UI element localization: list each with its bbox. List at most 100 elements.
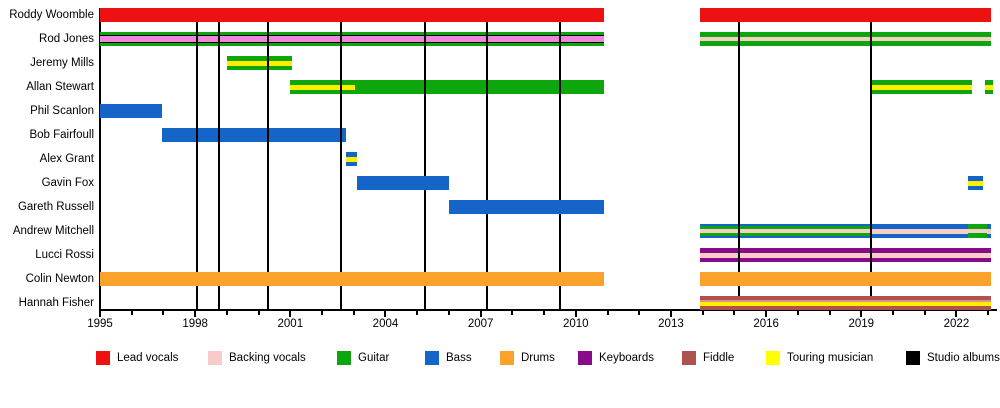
legend-swatch-backing [208,351,222,365]
legend-label: Touring musician [787,352,874,364]
role-stripe-green [699,41,992,46]
x-axis-minor-tick [225,311,228,315]
legend-swatch-blue [425,351,439,365]
role-stripe-green [226,56,292,61]
legend-swatch-orange [500,351,514,365]
x-axis-major-tick [194,311,197,317]
legend-label: Keyboards [599,352,654,364]
member-period-bar [345,152,357,166]
legend-swatch-fiddle [682,351,696,365]
x-axis-minor-tick [352,311,355,315]
x-axis-minor-tick [606,311,609,315]
x-axis-minor-tick [321,311,324,315]
member-label: Gavin Fox [41,177,94,189]
x-axis-minor-tick [543,311,546,315]
studio-album-line [738,8,741,309]
x-axis-minor-tick [796,311,799,315]
role-stripe-blue [161,128,346,142]
member-label: Roddy Woomble [9,9,94,21]
member-label: Phil Scanlon [30,105,94,117]
role-stripe-green [699,233,871,236]
x-axis-minor-tick [923,311,926,315]
member-period-bar [984,80,993,94]
x-axis-major-tick [669,311,672,317]
studio-album-line [558,8,561,309]
role-stripe-orange [699,272,992,286]
member-period-bar [100,8,605,22]
role-stripe-green [870,89,973,94]
member-period-bar [699,224,871,238]
x-axis-year-label: 2010 [563,318,589,330]
y-axis-line [99,8,101,311]
legend-swatch-purple [578,351,592,365]
x-axis-major-tick [384,311,387,317]
legend-label: Studio albums [927,352,1000,364]
role-stripe-pink_pale [699,252,992,258]
role-stripe-black [100,35,605,37]
member-period-bar [100,32,605,46]
role-stripe-green [355,80,605,94]
x-axis-minor-tick [162,311,165,315]
role-stripe-blue [100,104,162,118]
legend-label: Lead vocals [117,352,179,364]
x-axis-minor-tick [701,311,704,315]
role-stripe-orange [100,272,605,286]
x-axis-year-label: 2019 [848,318,875,330]
member-period-bar [290,80,356,94]
x-axis-major-tick [574,311,577,317]
x-axis-year-label: 2022 [943,318,970,330]
x-axis-line [99,309,997,311]
role-stripe-green [967,233,987,238]
role-stripe-green [100,42,605,46]
x-axis-major-tick [289,311,292,317]
member-period-bar [356,176,449,190]
legend-swatch-black [906,351,920,365]
member-period-bar [699,272,992,286]
member-label: Allan Stewart [26,81,94,93]
role-stripe-blue [448,200,605,214]
role-stripe-blue [967,176,984,181]
member-label: Hannah Fisher [18,297,94,309]
member-period-bar [699,296,992,310]
member-label: Bob Fairfoull [29,129,94,141]
x-axis-year-label: 2001 [277,318,304,330]
role-stripe-green [290,89,356,94]
role-stripe-yellow [290,84,356,90]
x-axis-minor-tick [733,311,736,315]
role-stripe-yellow [870,84,973,90]
role-stripe-green [984,80,993,85]
role-stripe-pink_pale [986,228,992,234]
role-stripe-yellow [984,84,993,90]
role-stripe-purple [699,248,992,253]
role-stripe-blue [356,176,449,190]
x-axis-year-label: 1998 [182,318,208,330]
member-label: Lucci Rossi [35,249,94,261]
role-stripe-blue [986,233,992,238]
role-stripe-blue [986,224,992,229]
legend-swatch-green [337,351,351,365]
role-stripe-green [699,32,992,37]
x-axis-minor-tick [447,311,450,315]
role-stripe-black [100,41,605,43]
role-stripe-blue [345,152,357,157]
member-label: Gareth Russell [17,201,94,213]
role-stripe-green [870,80,973,85]
studio-album-line [195,8,198,309]
x-axis-major-tick [860,311,863,317]
x-axis-minor-tick [892,311,894,315]
x-axis-minor-tick [511,311,514,315]
x-axis-minor-tick [257,311,260,315]
member-period-bar [100,272,605,286]
x-axis-major-tick [99,311,101,317]
member-period-bar [870,224,968,238]
member-period-bar [699,8,992,22]
member-period-bar [161,128,346,142]
member-period-bar [355,80,605,94]
role-stripe-pink_pale [699,229,871,233]
x-axis-major-tick [955,311,958,317]
role-stripe-red [100,8,605,22]
x-axis-year-label: 2007 [467,318,494,330]
x-axis-year-label: 2016 [753,318,779,330]
member-period-bar [870,80,973,94]
